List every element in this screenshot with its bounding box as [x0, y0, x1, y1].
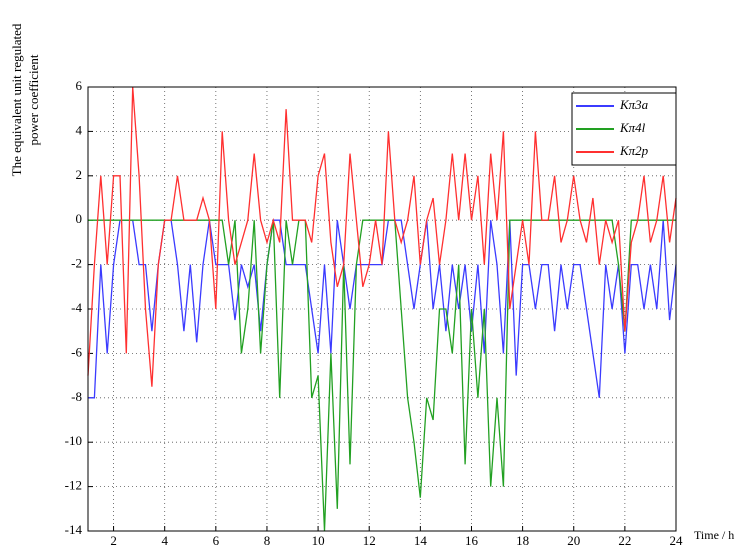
- x-tick-label: 2: [110, 533, 117, 548]
- x-tick-label: 24: [670, 533, 684, 548]
- y-tick-label: 6: [76, 78, 83, 93]
- x-tick-label: 16: [465, 533, 479, 548]
- x-tick-label: 10: [312, 533, 325, 548]
- y-tick-label: -6: [71, 344, 82, 359]
- y-tick-label: -10: [65, 433, 82, 448]
- x-tick-label: 22: [618, 533, 631, 548]
- x-tick-label: 4: [161, 533, 168, 548]
- legend-label: Kπ2p: [619, 143, 649, 158]
- y-tick-label: -2: [71, 256, 82, 271]
- y-axis-label: The equivalent unit regulated power coef…: [9, 23, 41, 176]
- y-label-line: power coefficient: [26, 54, 41, 145]
- x-tick-label: 14: [414, 533, 428, 548]
- plot-frame: [87, 86, 677, 532]
- y-tick-label: -12: [65, 478, 82, 493]
- x-tick-label: 8: [264, 533, 271, 548]
- series-line: [87, 86, 677, 387]
- y-label-line: The equivalent unit regulated: [9, 23, 24, 176]
- y-tick-label: 0: [76, 211, 83, 226]
- x-tick-label: 18: [516, 533, 529, 548]
- y-tick-label: -14: [65, 522, 83, 537]
- y-tick-label: -8: [71, 389, 82, 404]
- y-tick-label: -4: [71, 300, 82, 315]
- legend-label: Kπ3a: [619, 97, 649, 112]
- x-tick-label: 12: [363, 533, 376, 548]
- legend-label: Kπ4l: [619, 120, 646, 135]
- y-tick-label: 2: [76, 167, 83, 182]
- y-tick-label: 4: [76, 122, 83, 137]
- x-tick-label: 20: [567, 533, 580, 548]
- x-tick-label: 6: [213, 533, 220, 548]
- x-axis-label: Time / h: [694, 528, 734, 542]
